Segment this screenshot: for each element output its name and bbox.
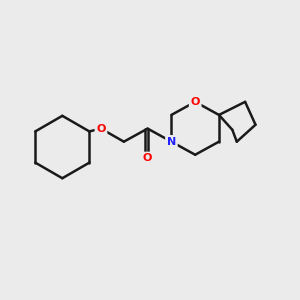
Text: N: N: [167, 137, 176, 147]
Text: O: O: [96, 124, 106, 134]
Text: O: O: [143, 153, 152, 163]
Text: O: O: [190, 97, 200, 107]
